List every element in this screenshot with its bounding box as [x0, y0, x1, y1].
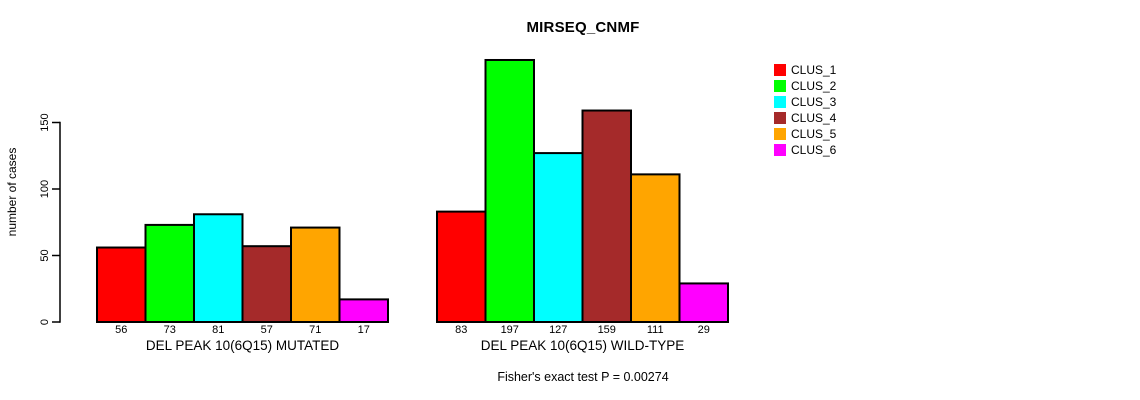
y-axis-tick-label: 50: [39, 249, 51, 261]
legend-item: CLUS_5: [774, 126, 836, 142]
bar-clus_6-group1: [338, 298, 389, 324]
bar-clus_1-group2: [436, 210, 487, 323]
y-axis-tick-label: 0: [39, 319, 51, 325]
legend-item: CLUS_6: [774, 142, 836, 158]
bar-value-label: 71: [309, 324, 321, 336]
bar-clus_1-group1: [96, 246, 147, 324]
legend-item: CLUS_2: [774, 78, 836, 94]
legend-label: CLUS_2: [791, 79, 837, 93]
bar-value-label: 159: [598, 324, 616, 336]
bar-clus_3-group1: [193, 213, 244, 324]
legend-label: CLUS_4: [791, 111, 837, 125]
bar-clus_3-group2: [533, 152, 584, 323]
bar-value-label: 73: [164, 324, 176, 336]
legend-label: CLUS_5: [791, 127, 837, 141]
legend-swatch-clus_1: [774, 64, 786, 76]
legend-label: CLUS_6: [791, 143, 837, 157]
bar-clus_5-group1: [290, 226, 341, 324]
legend-item: CLUS_4: [774, 110, 836, 126]
bar-clus_4-group1: [241, 245, 292, 323]
legend-item: CLUS_1: [774, 62, 836, 78]
stat-annotation: Fisher's exact test P = 0.00274: [497, 370, 669, 384]
x-group-label: DEL PEAK 10(6Q15) WILD-TYPE: [481, 338, 685, 353]
chart-title: MIRSEQ_CNMF: [526, 19, 640, 36]
bar-clus_4-group2: [581, 109, 632, 323]
bar-value-label: 83: [455, 324, 467, 336]
bar-clus_6-group2: [678, 282, 729, 323]
bar-value-label: 17: [358, 324, 370, 336]
bar-value-label: 127: [549, 324, 567, 336]
bar-clus_2-group1: [144, 223, 195, 323]
bar-value-label: 81: [212, 324, 224, 336]
y-axis-tick-label: 150: [39, 113, 51, 131]
legend-swatch-clus_4: [774, 112, 786, 124]
legend-swatch-clus_5: [774, 128, 786, 140]
legend-label: CLUS_3: [791, 95, 837, 109]
bar-value-label: 29: [698, 324, 710, 336]
bar-value-label: 197: [501, 324, 519, 336]
bar-value-label: 56: [115, 324, 127, 336]
bar-clus_5-group2: [630, 173, 681, 323]
legend: CLUS_1 CLUS_2 CLUS_3 CLUS_4 CLUS_5 CLUS_6: [774, 62, 836, 158]
legend-swatch-clus_3: [774, 96, 786, 108]
bar-value-label: 111: [647, 324, 664, 336]
legend-item: CLUS_3: [774, 94, 836, 110]
bar-clus_2-group2: [484, 58, 535, 324]
legend-label: CLUS_1: [791, 63, 837, 77]
x-group-label: DEL PEAK 10(6Q15) MUTATED: [146, 338, 340, 353]
y-axis-tick-label: 100: [39, 180, 51, 198]
legend-swatch-clus_2: [774, 80, 786, 92]
legend-swatch-clus_6: [774, 144, 786, 156]
bar-value-label: 57: [261, 324, 273, 336]
